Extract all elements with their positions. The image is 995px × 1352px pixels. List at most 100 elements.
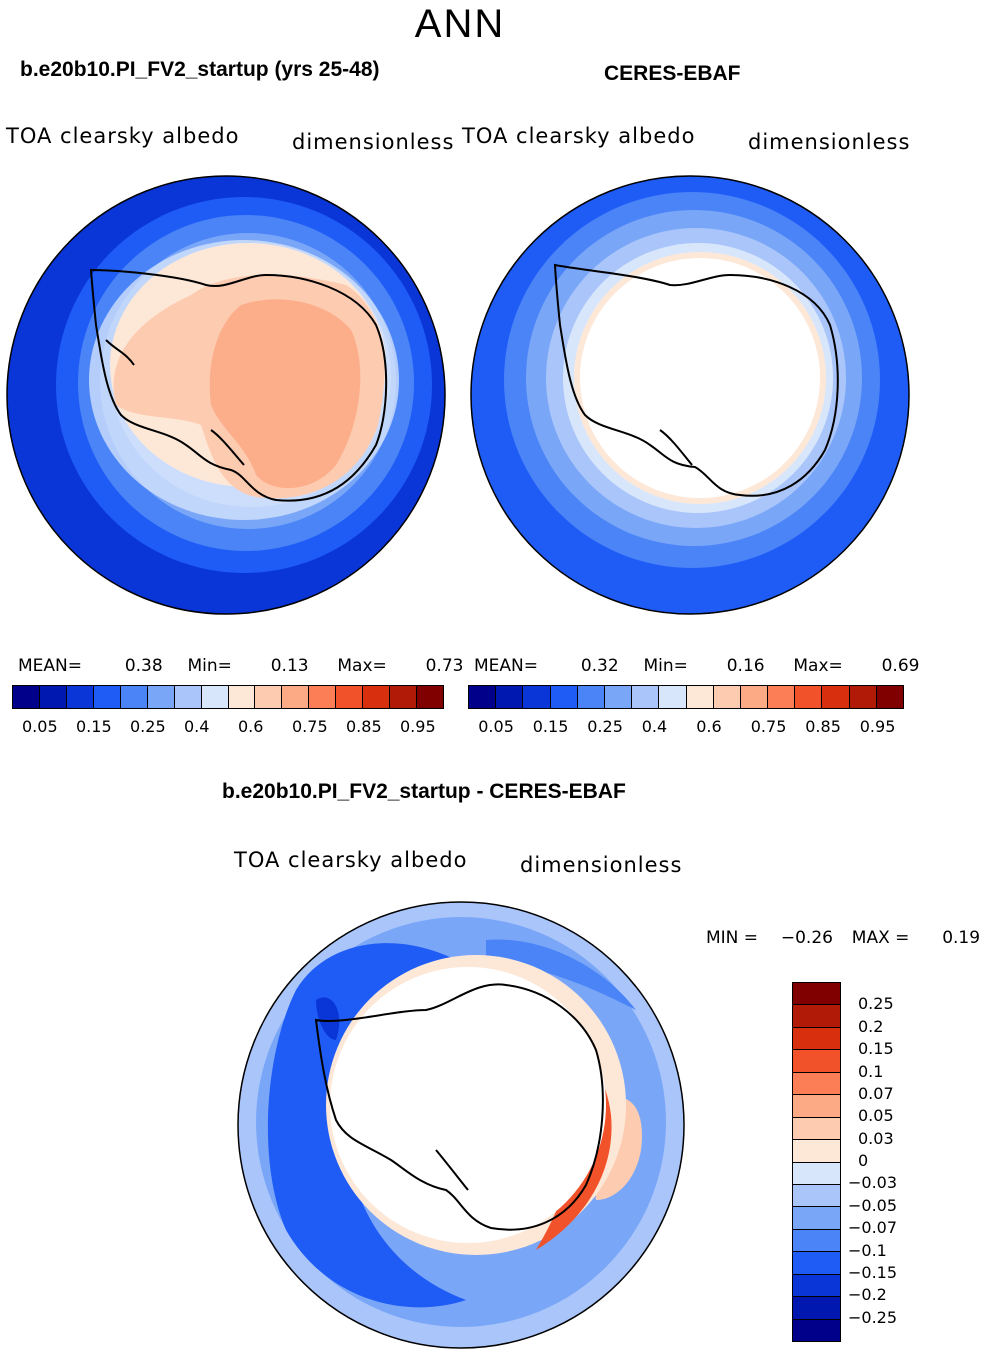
model-colorbar-swatch <box>390 686 418 708</box>
diff-colorbar-swatch <box>793 1274 840 1298</box>
model-colorbar-tick-label: 0.25 <box>130 717 166 736</box>
model-colorbar-swatch <box>201 686 229 708</box>
obs-min-value: 0.16 <box>726 656 765 676</box>
obs-colorbar-tick-label: 0.85 <box>805 717 841 736</box>
obs-colorbar-tick-label: 0.4 <box>641 717 668 736</box>
model-mean-label: MEAN= <box>18 656 82 676</box>
obs-colorbar-tick-label: 0.05 <box>478 717 514 736</box>
obs-panel-title: CERES-EBAF <box>604 62 741 85</box>
model-colorbar-swatch <box>39 686 67 708</box>
diff-colorbar-swatch <box>793 1229 840 1253</box>
model-colorbar-swatch <box>93 686 121 708</box>
diff-colorbar-tick-label: 0.05 <box>858 1106 894 1126</box>
diff-max-value: 0.19 <box>942 928 981 948</box>
model-max-label: Max= <box>337 656 387 676</box>
model-colorbar-swatch <box>120 686 148 708</box>
diff-colorbar-swatch <box>793 1095 840 1118</box>
obs-mean-value: 0.32 <box>580 656 619 676</box>
diff-colorbar-swatch <box>793 1117 840 1141</box>
model-max-value: 0.73 <box>425 656 464 676</box>
diff-colorbar-tick-label: 0.15 <box>858 1039 894 1059</box>
model-colorbar-tick-label: 0.85 <box>346 717 382 736</box>
diff-colorbar-tick-label: −0.2 <box>848 1285 887 1305</box>
model-colorbar-ticks: 0.05 0.15 0.25 0.4 0.6 0.75 0.85 0.95 <box>12 717 444 737</box>
diff-colorbar-tick-label: 0.03 <box>858 1128 894 1148</box>
model-colorbar-swatch <box>417 686 443 708</box>
obs-colorbar-tick-label: 0.6 <box>696 717 722 736</box>
diff-colorbar-swatch <box>793 1050 840 1073</box>
obs-map <box>470 175 910 615</box>
diff-colorbar-tick-label: 0.2 <box>858 1016 884 1036</box>
obs-max-value: 0.69 <box>881 656 920 676</box>
diff-colorbar-tick-label: −0.03 <box>848 1173 898 1193</box>
diff-colorbar-swatch <box>793 1140 840 1163</box>
model-units-label: dimensionless <box>292 130 455 154</box>
diff-colorbar-tick-label: 0 <box>858 1151 869 1170</box>
diff-colorbar-tick-label: −0.1 <box>848 1240 887 1260</box>
diff-colorbar-swatch <box>793 1162 840 1185</box>
obs-colorbar-tick-label: 0.75 <box>750 717 787 736</box>
obs-colorbar-swatch <box>577 686 605 708</box>
model-colorbar-swatch <box>228 686 256 708</box>
model-min-label: Min= <box>187 656 232 676</box>
model-min-value: 0.13 <box>270 656 309 676</box>
diff-colorbar-tick-label: −0.25 <box>848 1307 898 1327</box>
obs-colorbar-ticks: 0.05 0.15 0.25 0.4 0.6 0.75 0.85 0.95 <box>468 717 904 737</box>
model-colorbar-swatch <box>309 686 337 708</box>
diff-colorbar <box>792 982 841 1342</box>
obs-colorbar-swatch <box>876 686 903 708</box>
diff-min-value: −0.26 <box>780 928 833 948</box>
diff-variable-label: TOA clearsky albedo <box>234 848 468 872</box>
diff-colorbar-swatch <box>793 1207 840 1230</box>
obs-colorbar-swatch <box>713 686 741 708</box>
diff-colorbar-swatch <box>793 1072 840 1096</box>
model-colorbar-tick-label: 0.05 <box>22 717 58 736</box>
diff-colorbar-tick-label: 0.25 <box>858 994 894 1014</box>
obs-variable-label: TOA clearsky albedo <box>462 124 696 148</box>
model-colorbar-swatch <box>363 686 391 708</box>
obs-colorbar-swatch <box>822 686 850 708</box>
obs-colorbar-swatch <box>604 686 633 708</box>
diff-panel-title: b.e20b10.PI_FV2_startup - CERES-EBAF <box>222 780 626 803</box>
model-colorbar-tick-label: 0.6 <box>238 717 264 736</box>
model-colorbar-swatch <box>282 686 310 708</box>
obs-max-label: Max= <box>793 656 843 676</box>
diff-colorbar-swatch <box>793 1297 840 1320</box>
model-colorbar-swatch <box>174 686 202 708</box>
obs-colorbar-swatch <box>686 686 714 708</box>
diff-colorbar-swatch <box>793 1319 840 1341</box>
diff-colorbar-tick-label: 0.07 <box>858 1083 894 1103</box>
diff-colorbar-tick-label: −0.15 <box>848 1262 898 1282</box>
diff-colorbar-tick-label: 0.1 <box>858 1061 884 1081</box>
diff-min-label: MIN = <box>706 928 759 948</box>
obs-mean-label: MEAN= <box>474 656 538 676</box>
obs-colorbar-tick-label: 0.25 <box>587 717 623 736</box>
model-colorbar-swatch <box>147 686 175 708</box>
obs-min-label: Min= <box>643 656 688 676</box>
diff-colorbar-ticks: 0.25 0.2 0.15 0.1 0.07 0.05 0.03 0 −0.03 −0.05 −0.… <box>848 982 928 1340</box>
obs-colorbar-swatch <box>523 686 551 708</box>
model-colorbar-swatch <box>255 686 283 708</box>
diff-colorbar-swatch <box>793 1184 840 1208</box>
obs-units-label: dimensionless <box>748 130 911 154</box>
model-panel-title: b.e20b10.PI_FV2_startup (yrs 25-48) <box>20 58 380 81</box>
model-colorbar-swatch <box>13 686 40 708</box>
diff-colorbar-tick-label: −0.07 <box>848 1218 898 1238</box>
diff-map <box>237 901 685 1349</box>
obs-colorbar-swatch <box>632 686 660 708</box>
diff-colorbar-swatch <box>793 1005 840 1028</box>
obs-colorbar-tick-label: 0.15 <box>532 717 569 736</box>
model-colorbar-tick-label: 0.95 <box>400 717 436 736</box>
figure-title: ANN <box>414 2 506 46</box>
model-colorbar-tick-label: 0.75 <box>292 717 328 736</box>
diff-colorbar-tick-label: −0.05 <box>848 1195 898 1215</box>
model-colorbar-swatch <box>336 686 364 708</box>
obs-colorbar-swatch <box>795 686 823 708</box>
diff-max-label: MAX = <box>851 928 910 948</box>
obs-colorbar <box>468 685 904 709</box>
model-mean-value: 0.38 <box>124 656 163 676</box>
diff-colorbar-swatch <box>793 1252 840 1275</box>
model-colorbar-tick-label: 0.15 <box>76 717 112 736</box>
model-colorbar-tick-label: 0.4 <box>184 717 210 736</box>
obs-colorbar-swatch <box>469 686 497 708</box>
